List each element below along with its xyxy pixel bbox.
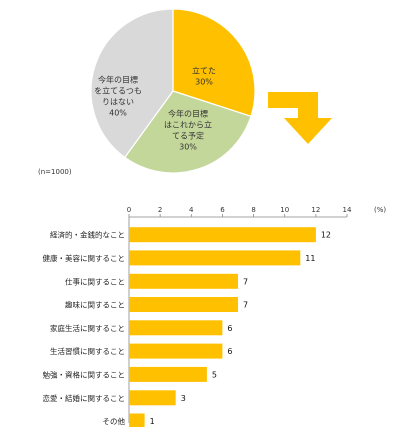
category-label: 趣味に関すること: [65, 300, 125, 310]
category-label: 恋愛・結婚に関すること: [43, 393, 126, 403]
bar: [129, 366, 207, 382]
arrow-shape: [268, 92, 332, 144]
bar-value-label: 12: [321, 231, 331, 240]
pie-slice-label: 立てた 30%: [192, 66, 216, 87]
bar-value-label: 6: [227, 324, 232, 333]
x-tick-label: 4: [189, 206, 194, 214]
bar: [129, 273, 238, 289]
x-tick-label: 2: [158, 206, 162, 214]
bar: [129, 297, 238, 312]
bar-value-label: 6: [227, 347, 232, 356]
category-label: 生活習慣に関すること: [50, 346, 125, 356]
bar-value-label: 7: [243, 277, 248, 286]
bar: [129, 250, 301, 266]
category-label: 経済的・金銭的なこと: [50, 230, 125, 240]
bar-value-label: 1: [150, 417, 155, 426]
x-axis-unit: (%): [374, 206, 386, 214]
x-tick-label: 0: [127, 206, 131, 214]
bar-value-label: 5: [212, 370, 217, 379]
pie-slice: [123, 90, 252, 174]
pie-slice: [172, 8, 256, 118]
sample-size-note: (n=1000): [38, 168, 72, 176]
x-tick-label: 8: [251, 206, 255, 214]
x-tick-label: 12: [311, 206, 320, 214]
category-label: 家庭生活に関すること: [50, 323, 125, 333]
category-label: その他: [103, 416, 126, 426]
bar: [129, 413, 145, 427]
bar-value-label: 7: [243, 301, 248, 310]
bar: [129, 390, 176, 406]
pie-slice-label: 今年の目標を立てるつもりはない 40%: [94, 75, 142, 118]
pie-chart: 立てた 30% 今年の目標はこれから立てる予定 30% 今年の目標を立てるつもりはない 4…: [90, 8, 256, 174]
category-label: 健康・美容に関すること: [43, 253, 126, 263]
bar-value-label: 11: [305, 254, 315, 263]
bar: [129, 320, 223, 336]
category-label: 仕事に関すること: [65, 276, 125, 286]
x-tick-label: 14: [343, 206, 352, 214]
x-tick-label: 6: [220, 206, 225, 214]
pie-slice: [90, 8, 174, 159]
category-label: 勉強・資格に関すること: [43, 369, 126, 379]
pie-slice-label: 今年の目標はこれから立てる予定 30%: [164, 109, 212, 152]
x-tick-label: 10: [280, 206, 289, 214]
bar: [129, 227, 316, 243]
arrow-icon: [268, 92, 332, 144]
bar-chart: 0 2 4 6 8 10 12 14 (%) 経済的・金銭的なこと 12 健康・美容に関すること 11 仕…: [43, 206, 386, 427]
bar-value-label: 3: [181, 394, 186, 403]
bar: [129, 343, 223, 359]
